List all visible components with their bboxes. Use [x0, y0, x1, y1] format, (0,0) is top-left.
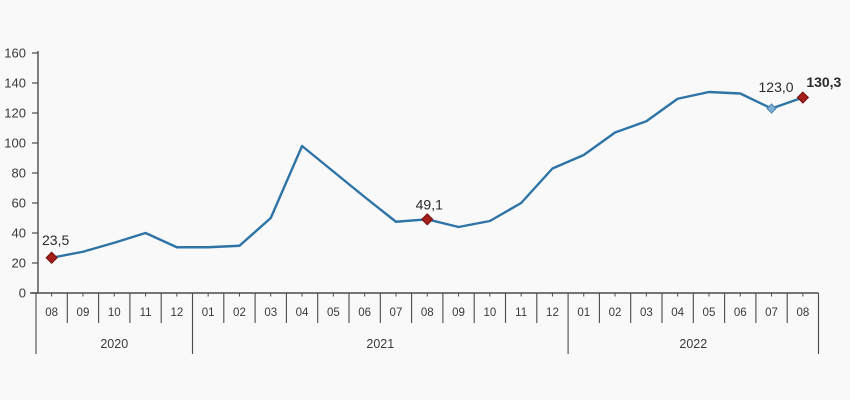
- month-label: 05: [703, 307, 716, 319]
- data-point-label: 123,0: [759, 79, 794, 95]
- y-axis-tick-label: 140: [4, 76, 26, 91]
- month-label: 03: [264, 307, 277, 319]
- data-point-marker-red-diamond: [796, 91, 810, 104]
- y-axis-tick-label: 0: [19, 286, 26, 301]
- data-series-line: [50, 90, 805, 259]
- y-axis-tick-label: 80: [12, 166, 26, 181]
- data-point-label: 130,3: [806, 74, 841, 90]
- month-label: 10: [483, 307, 496, 319]
- month-label: 04: [296, 307, 309, 319]
- year-label: 2020: [100, 337, 128, 351]
- data-point-marker-red-diamond: [421, 213, 434, 226]
- month-label: 01: [577, 307, 590, 319]
- month-label: 05: [327, 307, 340, 319]
- month-label: 04: [671, 307, 684, 319]
- y-axis-tick-label: 20: [12, 256, 26, 271]
- data-point-marker-blue-diamond: [766, 103, 777, 114]
- month-label: 06: [358, 307, 371, 319]
- y-axis-tick-label: 40: [12, 226, 26, 241]
- month-label: 11: [140, 307, 152, 319]
- month-label: 10: [108, 307, 121, 319]
- year-label: 2021: [366, 337, 394, 351]
- y-axis-tick-label: 60: [12, 196, 26, 211]
- year-label: 2022: [679, 337, 707, 351]
- month-label: 07: [765, 307, 778, 319]
- y-axis-tick-label: 160: [4, 46, 26, 61]
- y-axis-tick-label: 100: [4, 136, 26, 151]
- month-label: 01: [202, 307, 215, 319]
- month-label: 02: [233, 307, 246, 319]
- month-label: 02: [609, 307, 622, 319]
- month-label: 03: [640, 307, 653, 319]
- month-label: 06: [734, 307, 747, 319]
- month-label: 08: [421, 307, 434, 319]
- month-label: 08: [796, 307, 809, 319]
- data-point-label: 23,5: [42, 232, 69, 248]
- month-label: 11: [515, 307, 527, 319]
- y-axis-tick-label: 120: [4, 106, 26, 121]
- month-label: 09: [77, 307, 90, 319]
- month-label: 12: [170, 307, 183, 319]
- month-label: 12: [546, 307, 559, 319]
- month-label: 07: [390, 307, 403, 319]
- data-point-marker-red-diamond: [45, 251, 58, 264]
- month-label: 09: [452, 307, 465, 319]
- data-point-label: 49,1: [416, 196, 443, 212]
- month-label: 08: [45, 307, 58, 319]
